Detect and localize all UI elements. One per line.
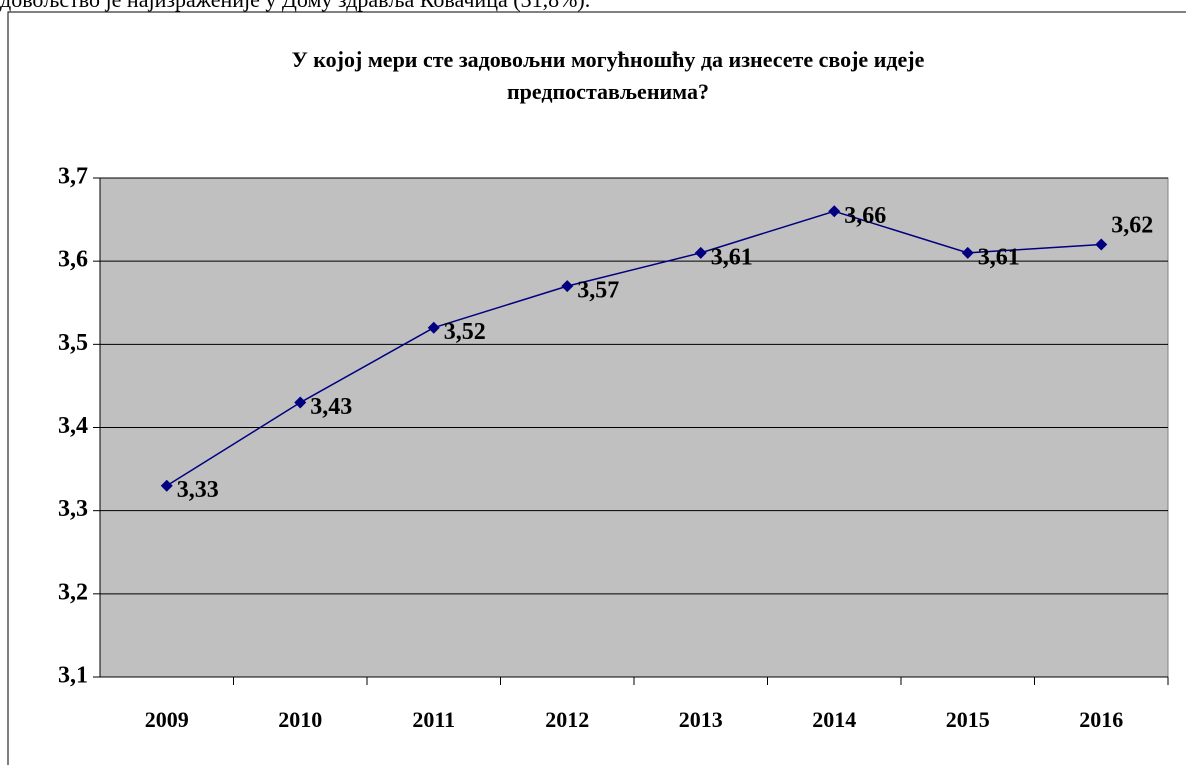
- chart-title: предпостављенима?: [507, 79, 709, 104]
- y-tick-label: 3,3: [58, 496, 88, 522]
- x-tick-label: 2010: [278, 707, 322, 732]
- x-tick-label: 2016: [1079, 707, 1123, 732]
- data-point: [1095, 238, 1108, 251]
- data-label: 3,61: [978, 244, 1020, 270]
- y-tick-label: 3,2: [58, 579, 88, 605]
- y-tick-label: 3,6: [58, 247, 88, 273]
- data-point: [694, 246, 707, 259]
- data-label: 3,33: [177, 477, 219, 503]
- data-point: [427, 321, 440, 334]
- data-point: [294, 396, 307, 409]
- y-tick-label: 3,5: [58, 330, 88, 356]
- data-point: [160, 479, 173, 492]
- data-point: [828, 205, 841, 218]
- x-tick-label: 2012: [545, 707, 589, 732]
- data-label: 3,43: [310, 394, 352, 420]
- data-point: [561, 280, 574, 293]
- y-tick-label: 3,7: [58, 164, 88, 190]
- document-text: довољство је најизраженије у Дому здрављ…: [0, 0, 590, 12]
- data-label: 3,61: [711, 244, 753, 270]
- data-label: 3,52: [444, 319, 486, 345]
- x-tick-label: 2009: [145, 707, 189, 732]
- data-label: 3,62: [1111, 213, 1153, 239]
- x-tick-label: 2014: [812, 707, 856, 732]
- y-tick-label: 3,4: [58, 413, 88, 439]
- y-tick-label: 3,1: [58, 663, 88, 689]
- data-line: [166, 210, 1102, 487]
- data-point: [961, 246, 974, 259]
- x-tick-label: 2011: [412, 707, 455, 732]
- data-label: 3,66: [844, 203, 886, 229]
- x-tick-label: 2015: [946, 707, 990, 732]
- x-tick-label: 2013: [679, 707, 723, 732]
- data-label: 3,57: [577, 278, 619, 304]
- chart-title: У којој мери сте задовољни могућношћу да…: [292, 47, 925, 72]
